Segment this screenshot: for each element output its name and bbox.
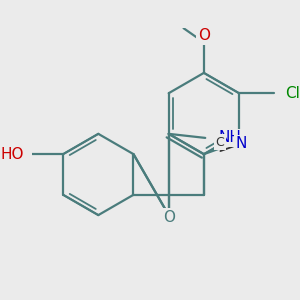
Text: NH₂: NH₂ bbox=[218, 130, 247, 146]
Text: Cl: Cl bbox=[285, 86, 300, 101]
Text: N: N bbox=[236, 136, 247, 152]
Text: HO: HO bbox=[0, 147, 24, 162]
Text: O: O bbox=[198, 28, 210, 44]
Text: O: O bbox=[163, 210, 175, 225]
Text: C: C bbox=[215, 136, 224, 148]
